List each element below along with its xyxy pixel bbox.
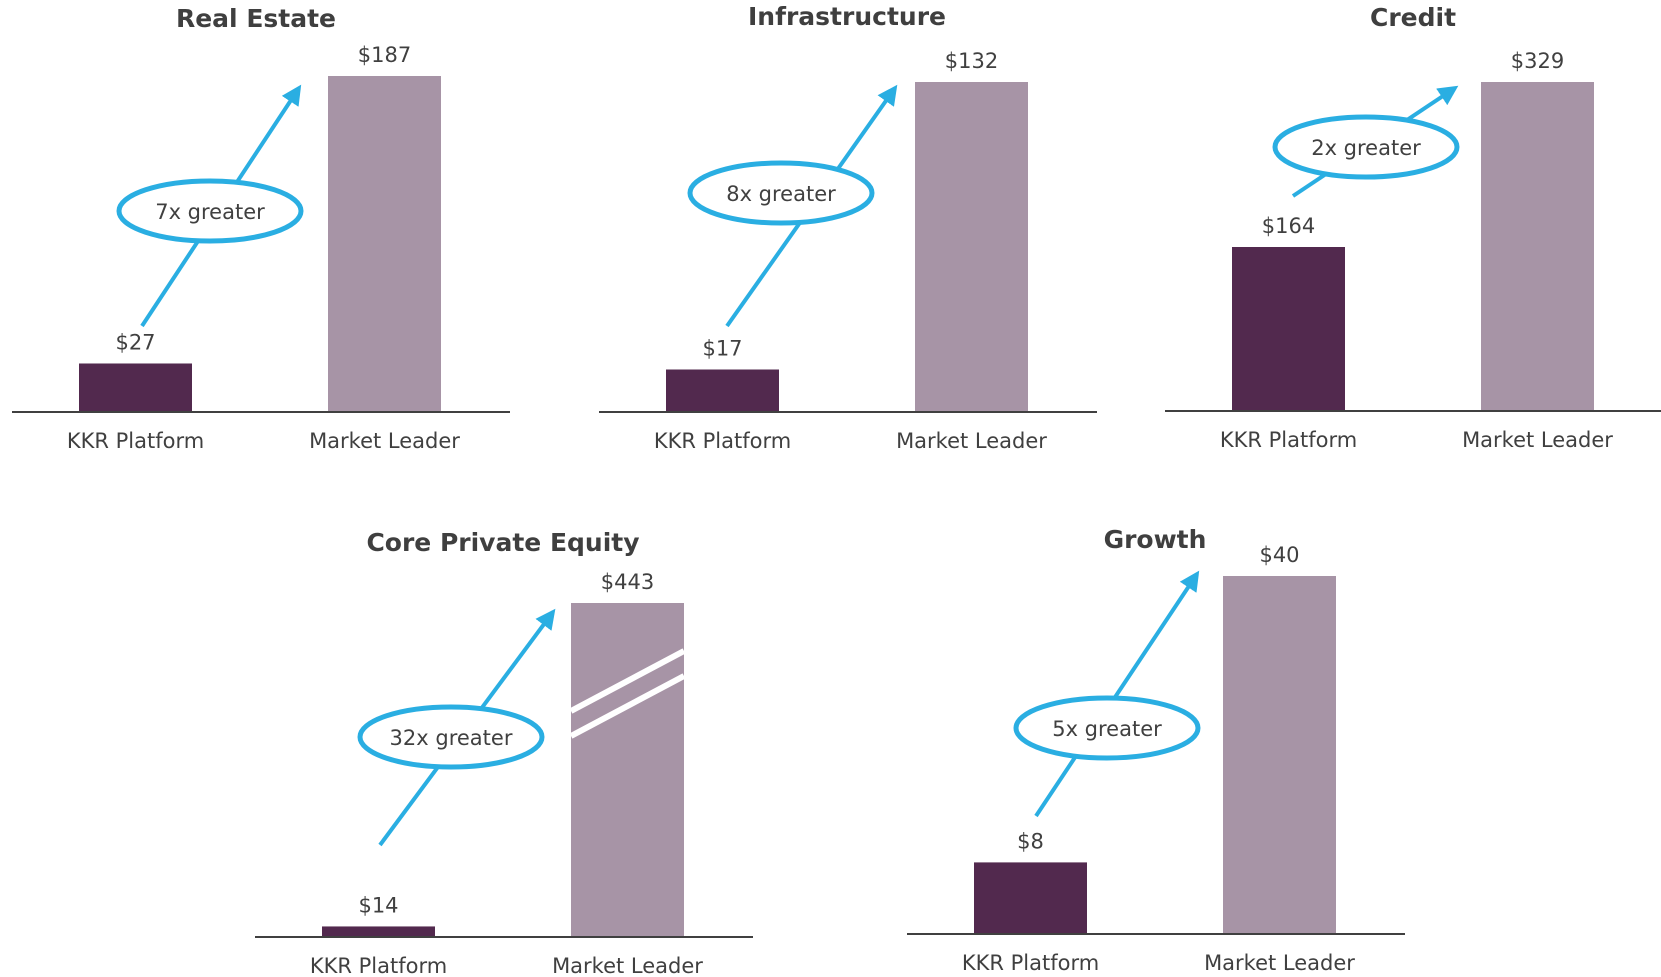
bar-credit-market-leader: [1481, 82, 1594, 411]
category-label-growth-kkr-platform: KKR Platform: [962, 951, 1099, 975]
value-label-credit-kkr-platform: $164: [1262, 214, 1315, 238]
category-label-growth-market-leader: Market Leader: [1204, 951, 1355, 975]
value-label-infrastructure-kkr-platform: $17: [702, 337, 742, 361]
callout-text-credit: 2x greater: [1311, 136, 1421, 160]
callout-ellipse-infrastructure: [687, 160, 875, 226]
value-label-real-estate-market-leader: $187: [358, 43, 411, 67]
value-label-credit-market-leader: $329: [1511, 49, 1564, 73]
value-label-growth-kkr-platform: $8: [1017, 829, 1044, 853]
growth-arrow-growth: [1034, 570, 1200, 818]
value-label-growth-market-leader: $40: [1259, 543, 1299, 567]
bar-real-estate-kkr-platform: [79, 363, 192, 412]
value-label-core-private-equity-market-leader: $443: [601, 570, 654, 594]
category-label-core-private-equity-market-leader: Market Leader: [552, 954, 703, 977]
chart-title-core-private-equity: Core Private Equity: [366, 528, 639, 557]
callout-ellipse-credit: [1272, 114, 1460, 180]
bar-credit-kkr-platform: [1232, 247, 1345, 411]
category-label-real-estate-kkr-platform: KKR Platform: [67, 429, 204, 453]
category-label-real-estate-market-leader: Market Leader: [309, 429, 460, 453]
category-label-credit-market-leader: Market Leader: [1462, 428, 1613, 452]
category-label-infrastructure-market-leader: Market Leader: [896, 429, 1047, 453]
bar-real-estate-market-leader: [328, 76, 441, 412]
chart-title-infrastructure: Infrastructure: [748, 2, 946, 31]
value-label-infrastructure-market-leader: $132: [945, 49, 998, 73]
category-label-core-private-equity-kkr-platform: KKR Platform: [310, 954, 447, 977]
value-label-real-estate-kkr-platform: $27: [115, 330, 155, 354]
callout-ellipse-core-private-equity: [357, 704, 545, 770]
chart-title-growth: Growth: [1104, 525, 1207, 554]
category-label-infrastructure-kkr-platform: KKR Platform: [654, 429, 791, 453]
value-label-core-private-equity-kkr-platform: $14: [358, 893, 398, 917]
callout-text-infrastructure: 8x greater: [726, 182, 836, 206]
callout-text-core-private-equity: 32x greater: [390, 726, 513, 750]
callout-text-growth: 5x greater: [1052, 717, 1162, 741]
bar-infrastructure-kkr-platform: [666, 369, 779, 412]
bar-core-private-equity-kkr-platform: [322, 926, 435, 937]
bar-infrastructure-market-leader: [915, 82, 1028, 412]
axis-break-line-core-private-equity-1: [569, 648, 686, 714]
bar-growth-market-leader: [1223, 576, 1336, 934]
chart-title-credit: Credit: [1370, 3, 1456, 32]
callout-ellipse-real-estate: [116, 178, 304, 244]
bar-core-private-equity-market-leader: [571, 603, 684, 937]
callout-ellipse-growth: [1013, 695, 1201, 761]
axis-break-line-core-private-equity-2: [569, 673, 686, 739]
category-label-credit-kkr-platform: KKR Platform: [1220, 428, 1357, 452]
callout-text-real-estate: 7x greater: [155, 200, 265, 224]
chart-title-real-estate: Real Estate: [176, 4, 336, 33]
bar-growth-kkr-platform: [974, 862, 1087, 934]
